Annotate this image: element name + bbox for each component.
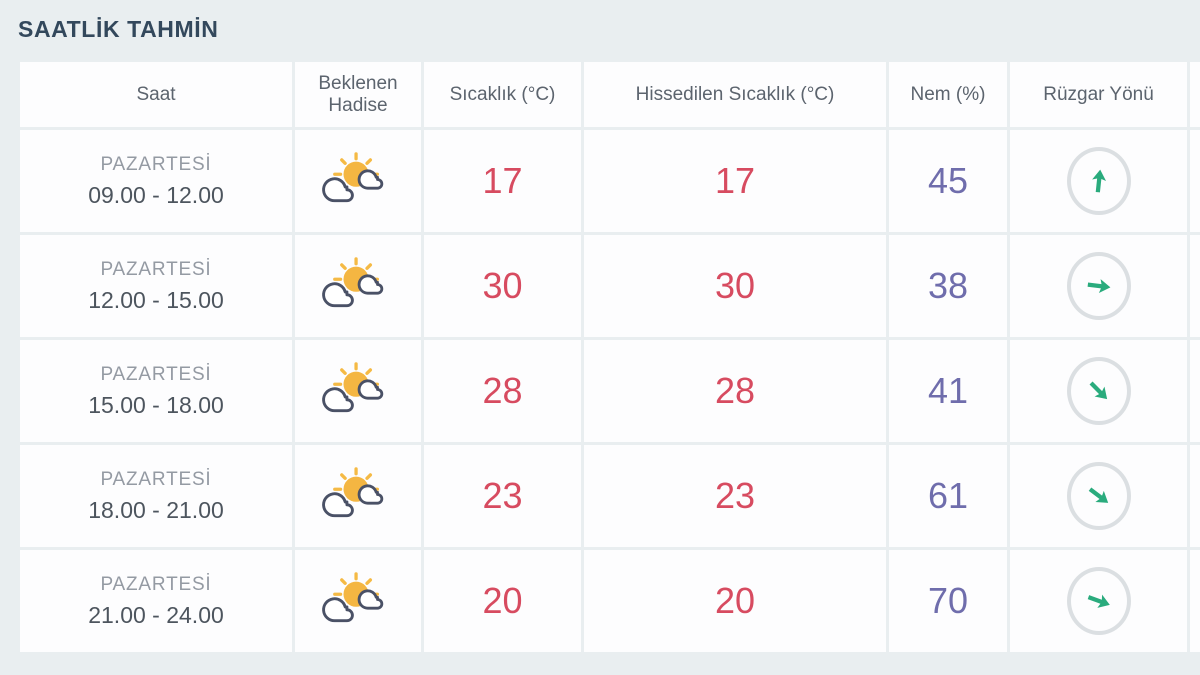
wind-direction-cell [1010, 340, 1187, 442]
condition-cell [295, 130, 421, 232]
cut-off-column-cell [1190, 445, 1200, 547]
hourly-forecast-table: Saat Beklenen Hadise Sıcaklık (°C) Hisse… [20, 62, 1200, 652]
feels-like-cell: 20 [584, 550, 886, 652]
temperature-cell: 28 [424, 340, 581, 442]
cut-off-column-cell [1190, 235, 1200, 337]
feels-like-cell: 28 [584, 340, 886, 442]
page-title: SAATLİK TAHMİN [18, 16, 219, 42]
wind-direction-arrow-icon [1077, 475, 1119, 517]
wind-direction-circle [1066, 462, 1131, 530]
humidity-cell: 61 [889, 445, 1007, 547]
temperature-cell: 20 [424, 550, 581, 652]
cut-off-column-cell [1190, 340, 1200, 442]
header-cell-wind-direction: Rüzgar Yönü [1010, 62, 1187, 127]
condition-cell [295, 445, 421, 547]
wind-direction-circle [1066, 567, 1131, 635]
wind-direction-arrow-icon [1079, 582, 1117, 620]
condition-cell [295, 550, 421, 652]
humidity-cell: 38 [889, 235, 1007, 337]
wind-direction-cell [1010, 445, 1187, 547]
wind-direction-cell [1010, 550, 1187, 652]
cut-off-column-cell [1190, 130, 1200, 232]
condition-cell [295, 340, 421, 442]
day-label: PAZARTESİ [100, 468, 212, 490]
temperature-cell: 30 [424, 235, 581, 337]
partly-cloudy-icon [319, 361, 397, 421]
cut-off-column-cell [1190, 550, 1200, 652]
time-range-label: 15.00 - 18.00 [88, 391, 224, 418]
time-cell: PAZARTESİ 12.00 - 15.00 [20, 235, 292, 337]
time-range-label: 09.00 - 12.00 [88, 181, 224, 208]
humidity-cell: 41 [889, 340, 1007, 442]
temperature-cell: 23 [424, 445, 581, 547]
header-cell-time: Saat [20, 62, 292, 127]
wind-direction-circle [1066, 357, 1131, 425]
day-label: PAZARTESİ [100, 363, 212, 385]
humidity-cell: 45 [889, 130, 1007, 232]
partly-cloudy-icon [319, 256, 397, 316]
partly-cloudy-icon [319, 151, 397, 211]
temperature-cell: 17 [424, 130, 581, 232]
humidity-cell: 70 [889, 550, 1007, 652]
wind-direction-circle [1066, 147, 1131, 215]
day-label: PAZARTESİ [100, 258, 212, 280]
time-range-label: 12.00 - 15.00 [88, 286, 224, 313]
header-cell-feels-like: Hissedilen Sıcaklık (°C) [584, 62, 886, 127]
wind-direction-cell [1010, 130, 1187, 232]
wind-direction-arrow-icon [1082, 269, 1115, 302]
wind-direction-cell [1010, 235, 1187, 337]
wind-direction-arrow-icon [1077, 370, 1119, 412]
feels-like-cell: 17 [584, 130, 886, 232]
day-label: PAZARTESİ [100, 153, 212, 175]
day-label: PAZARTESİ [100, 573, 212, 595]
time-range-label: 21.00 - 24.00 [88, 601, 224, 628]
header-cell-condition: Beklenen Hadise [295, 62, 421, 127]
wind-direction-circle [1066, 252, 1131, 320]
feels-like-cell: 23 [584, 445, 886, 547]
wind-direction-arrow-icon [1082, 165, 1115, 198]
time-cell: PAZARTESİ 21.00 - 24.00 [20, 550, 292, 652]
time-cell: PAZARTESİ 09.00 - 12.00 [20, 130, 292, 232]
partly-cloudy-icon [319, 571, 397, 631]
header-cell-temperature: Sıcaklık (°C) [424, 62, 581, 127]
time-cell: PAZARTESİ 18.00 - 21.00 [20, 445, 292, 547]
partly-cloudy-icon [319, 466, 397, 526]
feels-like-cell: 30 [584, 235, 886, 337]
cut-off-column-cell [1190, 62, 1200, 127]
header-cell-humidity: Nem (%) [889, 62, 1007, 127]
time-range-label: 18.00 - 21.00 [88, 496, 224, 523]
time-cell: PAZARTESİ 15.00 - 18.00 [20, 340, 292, 442]
condition-cell [295, 235, 421, 337]
